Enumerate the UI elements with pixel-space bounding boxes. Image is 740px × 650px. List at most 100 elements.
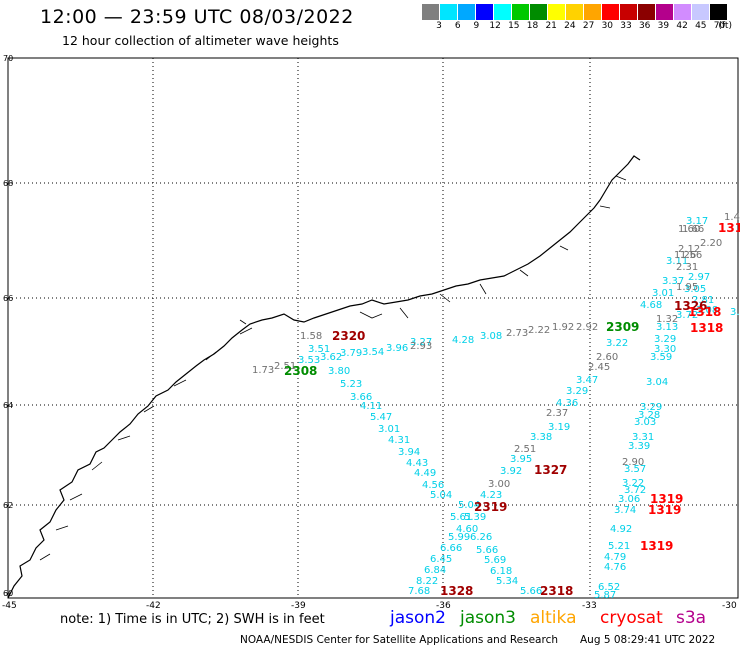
satellite-altika: altika [530, 608, 577, 628]
pass-time-label: 1318 [688, 305, 721, 319]
wave-height-value: 2.31 [676, 262, 698, 273]
timestamp: Aug 5 08:29:41 UTC 2022 [580, 634, 716, 646]
wave-height-value: 3.38 [530, 432, 552, 443]
wave-height-value: 4.68 [640, 300, 662, 311]
wave-height-value: 5.34 [496, 576, 518, 587]
color-scale-label: 36 [638, 21, 651, 31]
pass-time-label: 2308 [284, 364, 317, 378]
wave-height-value: 7.68 [408, 586, 430, 597]
wave-height-value: 2.45 [588, 362, 610, 373]
lon-label: -30 [722, 601, 737, 611]
lon-label: -36 [436, 601, 451, 611]
wave-height-value: 6.52 [598, 582, 620, 593]
satellite-jason3: jason3 [460, 608, 516, 628]
color-scale-label: 9 [473, 21, 480, 31]
wave-height-value: 2.93 [410, 341, 432, 352]
wave-height-value: 3.59 [650, 352, 672, 363]
wave-height-value: 3.95 [510, 454, 532, 465]
lat-label: 68 [3, 179, 13, 188]
wave-height-value: 2.51 [514, 444, 536, 455]
wave-height-value: 3.11 [666, 256, 688, 267]
wave-height-value: 4.23 [480, 490, 502, 501]
wave-height-value: 6.45 [430, 554, 452, 565]
wave-height-value: 3.62 [320, 352, 342, 363]
wave-height-value: 3.47 [576, 375, 598, 386]
footer-note: note: 1) Time is in UTC; 2) SWH is in fe… [60, 612, 325, 627]
wave-height-value: 2.81 [692, 295, 714, 306]
color-scale-label: 15 [508, 21, 520, 31]
pass-time-label: 1319 [648, 503, 681, 517]
pass-time-label: 1327 [534, 463, 567, 477]
color-scale-swatch [512, 4, 530, 20]
lon-label: -33 [582, 601, 597, 611]
wave-height-value: 3.28 [638, 410, 660, 421]
wave-height-value: 3.01 [378, 424, 400, 435]
wave-height-value: 5.04 [458, 500, 480, 511]
lon-label: -45 [2, 601, 17, 611]
wave-height-value: 1.66 [682, 224, 704, 235]
pass-time-label: 1328 [440, 584, 473, 598]
title: 12:00 — 23:59 UTC 08/03/2022 [40, 6, 354, 28]
color-scale-swatch [692, 4, 710, 20]
wave-height-value: 3.80 [328, 366, 350, 377]
color-scale-swatch [440, 4, 458, 20]
wave-height-value: 3.03 [634, 417, 656, 428]
color-scale-label: 70 [713, 21, 726, 31]
wave-height-value: 3.01 [652, 288, 674, 299]
lat-label: 60 [3, 589, 13, 598]
wave-height-value: 3.17 [686, 216, 708, 227]
lat-axis-labels: 70 68 66 64 62 60 [3, 54, 13, 598]
pass-time-label: 1326 [674, 299, 707, 313]
wave-height-value: 4.36 [556, 398, 578, 409]
coast-fjords [39, 175, 627, 561]
wave-height-value: 5.21 [608, 541, 630, 552]
wave-height-value: 2.22 [528, 325, 550, 336]
wave-height-value: 5.47 [370, 412, 392, 423]
color-scale-label: 33 [620, 21, 632, 31]
wave-height-value: 2.60 [596, 352, 618, 363]
credit: NOAA/NESDIS Center for Satellite Applica… [240, 634, 558, 646]
color-scale-swatch [638, 4, 656, 20]
wave-height-value: 3.39 [628, 441, 650, 452]
wave-height-value: 3.57 [624, 464, 646, 475]
color-scale-bar [422, 4, 728, 20]
lon-label: -39 [291, 601, 306, 611]
color-scale-swatch [620, 4, 638, 20]
map-frame [7, 57, 739, 599]
wave-height-value: 1.95 [676, 282, 698, 293]
wave-height-value: 3.06 [618, 494, 640, 505]
wave-height-value: 3.08 [480, 331, 502, 342]
wave-height-value: 1.60 [678, 224, 700, 235]
color-scale-label: 42 [676, 21, 688, 31]
wave-height-value: 2.12 [678, 244, 700, 255]
wave-height-value: 6.18 [490, 566, 512, 577]
wave-height-value: 8.22 [416, 576, 438, 587]
wave-height-value: 3.94 [398, 447, 420, 458]
wave-height-value: 3.27 [410, 337, 432, 348]
wave-height-value: 4.49 [414, 468, 436, 479]
color-scale-swatch [422, 4, 440, 20]
wave-height-value: 3.30 [654, 344, 676, 355]
wave-height-value: 4.76 [604, 562, 626, 573]
color-scale-label: 30 [601, 21, 614, 31]
color-scale-label: 6 [454, 21, 461, 31]
wave-height-value: 5.61 [450, 512, 472, 523]
wave-height-value: 4.79 [604, 552, 626, 563]
color-scale-swatch [494, 4, 512, 20]
wave-height-value: 1.26 [674, 250, 696, 261]
wave-height-value: 3.19 [548, 422, 570, 433]
wave-height-value: 2.37 [546, 408, 568, 419]
wave-height-value: 3.37 [662, 276, 684, 287]
wave-height-value: 5.66 [476, 545, 498, 556]
wave-height-value: 2.97 [688, 272, 710, 283]
color-scale-swatch [548, 4, 566, 20]
pass-time-label: 2318 [540, 584, 573, 598]
color-scale-label: 45 [695, 21, 707, 31]
wave-height-value: 3.00 [488, 479, 510, 490]
wave-height-value: 3.29 [566, 386, 588, 397]
wave-height-value: 1.4 [724, 212, 740, 223]
pass-time-label: 2309 [606, 320, 639, 334]
wave-height-value: 3.74 [614, 505, 636, 516]
wave-height-value: 2.51 [274, 361, 296, 372]
satellite-cryosat: cryosat [600, 608, 663, 628]
